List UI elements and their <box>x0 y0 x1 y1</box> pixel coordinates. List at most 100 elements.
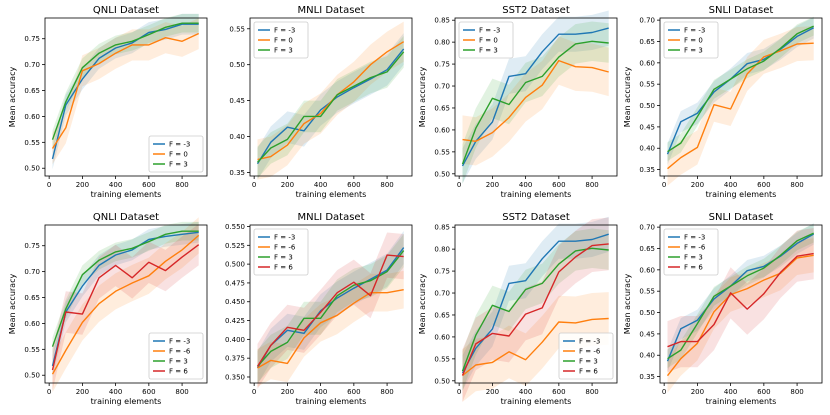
y-tick-label: 0.350 <box>225 373 245 381</box>
axes-frame <box>249 17 413 177</box>
y-axis-label: Mean accuracy <box>418 274 427 335</box>
y-tick-label: 0.50 <box>639 102 655 110</box>
x-tick-label: 200 <box>76 181 89 189</box>
legend-label: F = 0 <box>169 151 188 159</box>
x-tick-label: 400 <box>519 388 532 396</box>
x-tick-label: 0 <box>457 181 461 189</box>
chart-panel: MNLI Dataset 0 200 400 600 800 0.35 0.40 0.45 0.5… <box>229 5 413 199</box>
panel-title: MNLI Dataset <box>298 5 365 16</box>
y-tick-label: 0.50 <box>434 377 450 385</box>
y-tick-label: 0.45 <box>639 330 655 338</box>
confidence-band <box>257 36 404 179</box>
legend-frame <box>558 332 614 380</box>
legend-label: F = 0 <box>479 37 498 45</box>
x-tick-label: 600 <box>142 388 155 396</box>
y-tick-label: 0.75 <box>434 268 450 276</box>
y-tick-label: 0.425 <box>225 317 245 325</box>
panel-title: SST2 Dataset <box>502 5 570 16</box>
y-tick-label: 0.50 <box>434 170 450 178</box>
panel-title: QNLI Dataset <box>93 5 159 16</box>
series-line <box>666 233 815 362</box>
y-tick-label: 0.475 <box>225 279 245 287</box>
y-tick-label: 0.65 <box>24 87 40 95</box>
legend-label: F = -3 <box>274 234 295 242</box>
y-axis-label: Mean accuracy <box>623 274 632 335</box>
confidence-band <box>257 232 404 389</box>
panel-title: SNLI Dataset <box>709 5 774 16</box>
x-tick-label: 600 <box>757 388 770 396</box>
y-tick-label: 0.60 <box>24 320 40 328</box>
series-line <box>667 25 814 153</box>
legend-label: F = 3 <box>479 47 498 55</box>
y-tick-label: 0.525 <box>225 242 245 250</box>
legend-frame <box>663 228 719 276</box>
panel-title: SST2 Dataset <box>502 212 570 223</box>
y-tick-label: 0.70 <box>24 268 40 276</box>
x-tick-label: 0 <box>47 181 51 189</box>
confidence-band <box>462 21 609 184</box>
x-tick-label: 200 <box>691 388 704 396</box>
y-tick-label: 0.45 <box>229 97 245 105</box>
y-tick-label: 0.40 <box>229 133 245 141</box>
axes-frame <box>454 224 618 384</box>
x-tick-label: 600 <box>347 181 360 189</box>
series-line <box>461 247 609 372</box>
x-tick-label: 800 <box>380 181 393 189</box>
axes-frame <box>659 17 823 177</box>
y-tick-label: 0.70 <box>434 290 450 298</box>
y-tick-label: 0.45 <box>639 123 655 131</box>
legend-label: F = 3 <box>579 358 598 366</box>
y-tick-label: 0.75 <box>24 242 40 250</box>
series-line <box>51 234 200 375</box>
legend-frame <box>253 21 309 59</box>
legend-label: F = -3 <box>684 234 705 242</box>
legend: F = -3 F = -6 F = 3 F = 6 <box>148 332 204 380</box>
x-tick-label: 200 <box>691 181 704 189</box>
legend: F = -3 F = -6 F = 3 F = 6 <box>663 228 719 276</box>
x-tick-label: 400 <box>724 181 737 189</box>
axes-frame <box>659 224 823 384</box>
x-tick-label: 0 <box>457 388 461 396</box>
legend: F = -3 F = -6 F = 3 F = 6 <box>558 332 614 380</box>
y-tick-label: 0.60 <box>24 113 40 121</box>
x-axis-label: training elements <box>296 190 367 199</box>
series-line <box>461 40 609 165</box>
y-tick-label: 0.60 <box>434 333 450 341</box>
x-tick-label: 600 <box>552 388 565 396</box>
y-axis-label: Mean accuracy <box>8 274 17 335</box>
y-tick-label: 0.55 <box>639 288 655 296</box>
y-tick-label: 0.70 <box>24 61 40 69</box>
y-axis-label: Mean accuracy <box>623 67 632 128</box>
series-line <box>667 232 814 360</box>
series-line <box>257 289 404 369</box>
legend: F = -3 F = 0 F = 3 <box>663 21 719 59</box>
series-line <box>51 32 199 149</box>
confidence-band <box>257 231 404 385</box>
y-tick-label: 0.65 <box>639 245 655 253</box>
x-tick-label: 0 <box>662 181 666 189</box>
x-tick-label: 200 <box>76 388 89 396</box>
chart-panel: SNLI Dataset 0 200 400 600 800 0.35 0.40 0.45 0.5… <box>623 5 823 199</box>
x-tick-label: 800 <box>790 388 803 396</box>
legend-label: F = -3 <box>579 338 600 346</box>
y-tick-label: 0.60 <box>639 266 655 274</box>
x-tick-label: 0 <box>47 388 51 396</box>
panel-title: QNLI Dataset <box>93 212 159 223</box>
y-tick-label: 0.70 <box>434 83 450 91</box>
confidence-band <box>257 234 404 383</box>
y-tick-label: 0.40 <box>639 145 655 153</box>
y-tick-label: 0.50 <box>229 61 245 69</box>
legend-label: F = -3 <box>684 27 705 35</box>
x-tick-label: 800 <box>585 181 598 189</box>
confidence-band <box>257 33 404 180</box>
series-line <box>666 254 814 377</box>
legend-label: F = -3 <box>274 27 295 35</box>
y-tick-label: 0.65 <box>434 104 450 112</box>
legend-label: F = -6 <box>169 348 191 356</box>
x-tick-label: 800 <box>790 181 803 189</box>
x-tick-label: 800 <box>380 388 393 396</box>
y-tick-label: 0.60 <box>639 59 655 67</box>
confidence-band <box>52 18 199 165</box>
legend-label: F = -6 <box>684 244 706 252</box>
